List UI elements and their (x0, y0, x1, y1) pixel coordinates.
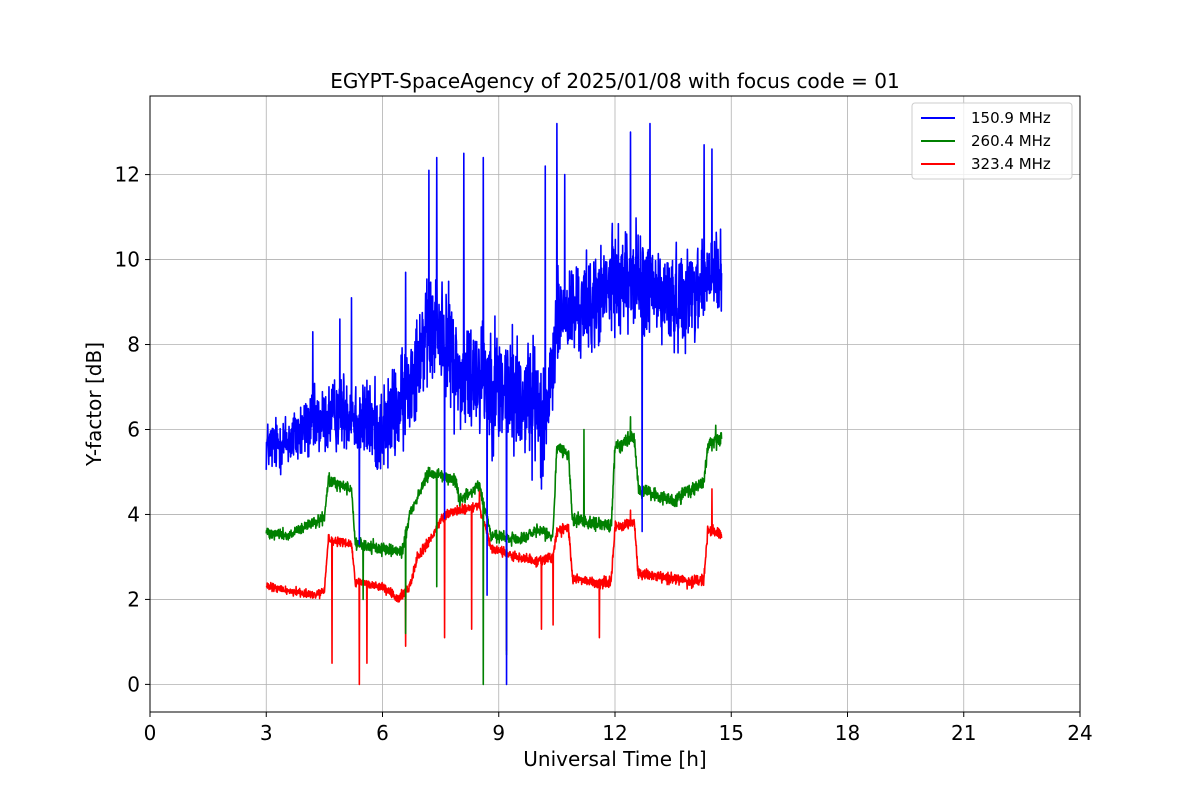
x-axis: 0 3 6 9 12 15 18 21 24 (144, 712, 1093, 745)
legend-label: 323.4 MHz (971, 155, 1051, 173)
x-tick-label: 15 (719, 721, 744, 745)
legend-label: 260.4 MHz (971, 132, 1051, 150)
chart-title: EGYPT-SpaceAgency of 2025/01/08 with foc… (330, 69, 899, 93)
y-tick-label: 4 (127, 502, 140, 526)
y-tick-label: 8 (127, 333, 140, 357)
x-tick-label: 21 (951, 721, 976, 745)
legend-label: 150.9 MHz (971, 109, 1051, 127)
x-tick-label: 9 (492, 721, 505, 745)
y-tick-label: 10 (115, 248, 140, 272)
legend-box (911, 102, 1073, 180)
legend: 150.9 MHz 260.4 MHz 323.4 MHz (911, 102, 1073, 180)
y-axis-label: Y-factor [dB] (82, 342, 106, 467)
x-tick-label: 0 (144, 721, 157, 745)
y-tick-label: 0 (127, 672, 140, 696)
y-tick-label: 2 (127, 587, 140, 611)
x-tick-label: 18 (835, 721, 860, 745)
series-line-150-9-mhz (265, 122, 723, 686)
y-tick-label: 12 (115, 163, 140, 187)
series-line-260-4-mhz (265, 415, 723, 686)
series-line-323-4-mhz (265, 483, 723, 686)
y-axis: 0 2 4 6 8 10 12 (115, 163, 150, 696)
x-tick-label: 3 (260, 721, 273, 745)
x-tick-label: 24 (1067, 721, 1092, 745)
x-tick-label: 6 (376, 721, 389, 745)
y-tick-label: 6 (127, 417, 140, 441)
x-tick-label: 12 (602, 721, 627, 745)
plot-area (265, 122, 723, 686)
x-axis-label: Universal Time [h] (523, 747, 706, 771)
